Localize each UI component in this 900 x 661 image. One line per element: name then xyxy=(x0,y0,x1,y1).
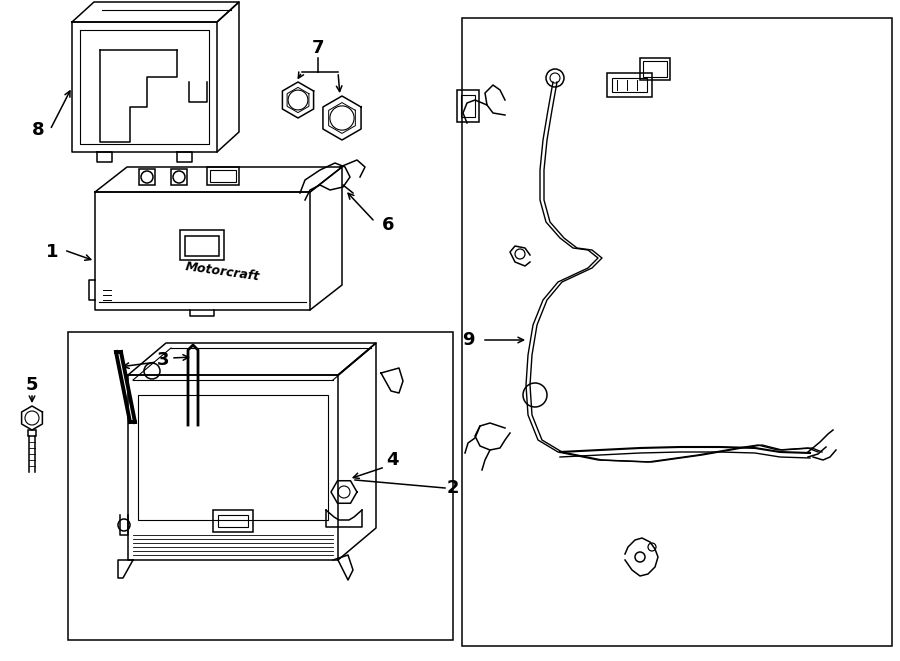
Bar xyxy=(28,430,36,436)
Text: 8: 8 xyxy=(32,121,44,139)
Bar xyxy=(457,90,479,122)
Bar xyxy=(218,515,248,527)
Text: 9: 9 xyxy=(462,331,474,349)
Bar xyxy=(643,61,667,77)
Bar xyxy=(138,395,328,520)
Text: 6: 6 xyxy=(382,216,394,234)
Text: 7: 7 xyxy=(311,39,324,57)
Bar xyxy=(607,73,652,97)
Bar xyxy=(213,510,253,532)
Text: 3: 3 xyxy=(157,351,169,369)
Bar xyxy=(68,332,453,640)
Bar xyxy=(171,169,187,185)
Bar xyxy=(210,170,236,182)
Text: 5: 5 xyxy=(26,376,38,394)
Bar xyxy=(180,230,224,260)
Bar xyxy=(612,78,647,92)
Bar xyxy=(462,18,892,646)
Text: 1: 1 xyxy=(46,243,58,261)
Bar xyxy=(185,236,219,256)
Text: 2: 2 xyxy=(446,479,459,497)
Bar xyxy=(461,95,475,117)
Bar xyxy=(640,58,670,80)
Text: Motorcraft: Motorcraft xyxy=(184,260,260,284)
Bar xyxy=(139,169,155,185)
Text: 4: 4 xyxy=(386,451,398,469)
Bar xyxy=(207,167,239,185)
